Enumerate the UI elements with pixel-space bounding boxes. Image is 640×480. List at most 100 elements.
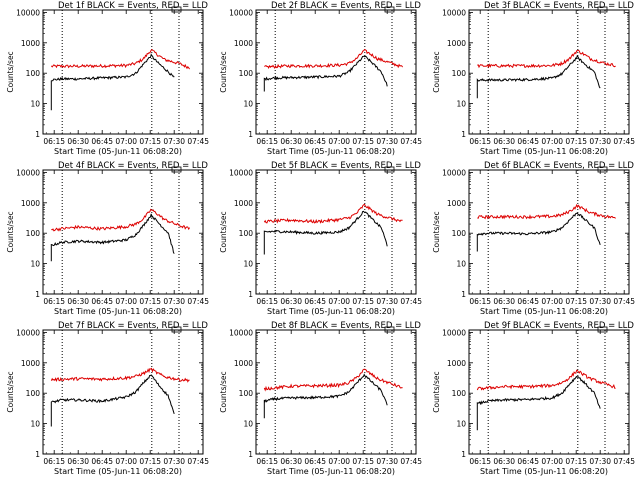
- panel-title: Det 3f BLACK = Events, RED = LLD: [484, 1, 634, 11]
- x-tick-label: 07:45: [613, 457, 635, 466]
- x-axis-label: Start Time (05-Jun-11 06:08:20): [480, 147, 608, 156]
- x-tick-label: 06:45: [304, 137, 326, 146]
- events-series-line: [50, 213, 175, 262]
- y-tick-label: 1: [35, 290, 40, 299]
- x-tick-label: 07:00: [328, 457, 350, 466]
- detector-panel-4: Det 4f BLACK = Events, RED = LLD 1 10 100 10…: [6, 161, 209, 316]
- x-tick-label: 07:00: [115, 457, 137, 466]
- y-tick-label: 1: [461, 290, 466, 299]
- y-tick-label: 1: [35, 130, 40, 139]
- x-axis-label: Start Time (05-Jun-11 06:08:20): [267, 467, 395, 476]
- plot-frame: [468, 329, 630, 455]
- x-tick-label: 07:15: [352, 457, 374, 466]
- events-series-line: [476, 55, 601, 99]
- panel-title: Det 8f BLACK = Events, RED = LLD: [271, 321, 421, 331]
- y-tick-label: 10000: [442, 328, 466, 337]
- lld-series-line: [50, 49, 191, 70]
- x-tick-label: 07:30: [589, 137, 611, 146]
- y-tick-label: 1000: [234, 199, 253, 208]
- plot-frame: [42, 329, 204, 455]
- x-tick-label: 06:45: [91, 457, 113, 466]
- y-axis-label: Counts/sec: [6, 211, 15, 252]
- x-tick-label: 07:00: [541, 137, 563, 146]
- x-tick-label: 07:30: [376, 297, 398, 306]
- y-tick-label: 10000: [229, 328, 253, 337]
- x-tick-label: 07:15: [352, 137, 374, 146]
- x-tick-label: 07:00: [541, 297, 563, 306]
- y-tick-label: 1: [248, 290, 253, 299]
- x-tick-label: 06:15: [43, 457, 65, 466]
- panel-title: Det 5f BLACK = Events, RED = LLD: [271, 161, 421, 171]
- y-axis-label: Counts/sec: [432, 51, 441, 92]
- lld-series-line: [263, 368, 403, 392]
- y-tick-label: 1000: [447, 359, 466, 368]
- events-series-line: [50, 53, 175, 111]
- x-tick-label: 07:00: [541, 457, 563, 466]
- y-tick-label: 10: [243, 420, 253, 429]
- x-tick-label: 07:45: [613, 137, 635, 146]
- x-tick-label: 06:45: [91, 137, 113, 146]
- panel-title: Det 4f BLACK = Events, RED = LLD: [58, 161, 208, 171]
- x-tick-label: 07:00: [115, 297, 137, 306]
- events-series-line: [263, 55, 388, 92]
- y-axis-label: Counts/sec: [219, 211, 228, 252]
- x-tick-label: 07:45: [400, 297, 422, 306]
- detector-panel-1: Det 1f BLACK = Events, RED = LLD 1 10 100 10…: [6, 1, 209, 156]
- y-tick-label: 1000: [21, 199, 40, 208]
- plot-frame: [255, 9, 417, 135]
- x-axis-label: Start Time (05-Jun-11 06:08:20): [267, 307, 395, 316]
- plot-frame: [42, 169, 204, 295]
- y-axis-label: Counts/sec: [6, 371, 15, 412]
- y-tick-label: 1: [248, 450, 253, 459]
- x-tick-label: 06:45: [91, 297, 113, 306]
- x-axis-label: Start Time (05-Jun-11 06:08:20): [54, 307, 182, 316]
- detector-panel-3: Det 3f BLACK = Events, RED = LLD 1 10 100 10…: [432, 1, 635, 156]
- x-tick-label: 07:30: [376, 457, 398, 466]
- x-tick-label: 06:15: [469, 457, 491, 466]
- x-tick-label: 07:30: [163, 137, 185, 146]
- y-tick-label: 10: [456, 100, 466, 109]
- x-tick-label: 07:00: [328, 137, 350, 146]
- x-tick-label: 07:15: [139, 457, 161, 466]
- detector-panel-2: Det 2f BLACK = Events, RED = LLD 1 10 100 10…: [219, 1, 422, 156]
- x-tick-label: 07:45: [187, 137, 209, 146]
- y-tick-label: 100: [26, 389, 41, 398]
- x-tick-label: 07:15: [565, 297, 587, 306]
- y-tick-label: 1000: [234, 39, 253, 48]
- panel-title: Det 6f BLACK = Events, RED = LLD: [484, 161, 634, 171]
- events-series-line: [476, 375, 601, 431]
- x-axis-label: Start Time (05-Jun-11 06:08:20): [54, 467, 182, 476]
- y-tick-label: 10: [456, 420, 466, 429]
- events-series-line: [476, 212, 601, 252]
- y-axis-label: Counts/sec: [432, 211, 441, 252]
- x-tick-label: 06:15: [256, 297, 278, 306]
- events-series-line: [50, 374, 175, 427]
- y-tick-label: 10: [456, 260, 466, 269]
- x-tick-label: 07:45: [400, 137, 422, 146]
- y-tick-label: 100: [452, 69, 467, 78]
- x-tick-label: 06:15: [43, 137, 65, 146]
- y-tick-label: 1: [35, 450, 40, 459]
- events-series-line: [263, 210, 388, 255]
- x-tick-label: 07:30: [163, 297, 185, 306]
- y-tick-label: 10000: [442, 168, 466, 177]
- x-tick-label: 07:45: [187, 297, 209, 306]
- x-tick-label: 07:45: [187, 457, 209, 466]
- detector-panel-6: Det 6f BLACK = Events, RED = LLD 1 10 100 10…: [432, 161, 635, 316]
- x-tick-label: 07:45: [613, 297, 635, 306]
- detector-panel-7: Det 7f BLACK = Events, RED = LLD 1 10 100 10…: [6, 321, 209, 476]
- y-axis-label: Counts/sec: [219, 371, 228, 412]
- y-tick-label: 10000: [229, 168, 253, 177]
- y-tick-label: 100: [452, 229, 467, 238]
- y-axis-label: Counts/sec: [219, 51, 228, 92]
- y-tick-label: 10: [30, 260, 40, 269]
- x-tick-label: 07:15: [352, 297, 374, 306]
- events-series-line: [263, 373, 388, 419]
- lld-series-line: [50, 367, 190, 383]
- x-tick-label: 07:30: [163, 457, 185, 466]
- y-tick-label: 1000: [447, 199, 466, 208]
- x-tick-label: 07:00: [115, 137, 137, 146]
- y-tick-label: 10: [30, 100, 40, 109]
- y-tick-label: 10000: [16, 8, 40, 17]
- y-tick-label: 100: [26, 229, 41, 238]
